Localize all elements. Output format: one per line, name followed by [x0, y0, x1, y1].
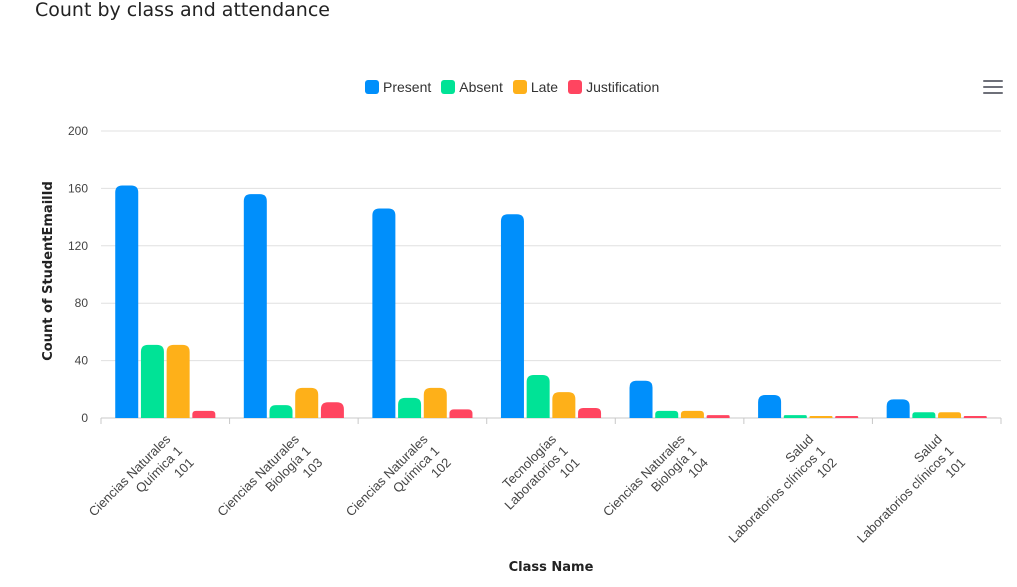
bar-late[interactable] [680, 410, 704, 418]
bar-justification[interactable] [320, 402, 344, 418]
bar-absent[interactable] [398, 397, 422, 418]
y-tick-label: 120 [68, 239, 88, 253]
y-tick-label: 0 [81, 411, 88, 425]
bar-present[interactable] [115, 185, 139, 418]
x-category-label: Ciencias NaturalesBiología 1103 [214, 431, 325, 542]
bar-present[interactable] [372, 208, 396, 418]
bar-justification[interactable] [578, 407, 602, 418]
legend-item-present[interactable]: Present [365, 79, 431, 95]
legend-label: Absent [459, 79, 503, 95]
bar-present[interactable] [758, 395, 782, 418]
bar-justification[interactable] [835, 416, 859, 418]
bar-present[interactable] [629, 380, 653, 418]
bar-present[interactable] [500, 214, 524, 418]
x-category-label: TecnologíasLaboratorios 1101 [490, 431, 583, 524]
legend-item-absent[interactable]: Absent [441, 79, 503, 95]
bar-late[interactable] [552, 392, 576, 418]
bar-absent[interactable] [783, 415, 807, 418]
bar-present[interactable] [886, 399, 910, 418]
bar-justification[interactable] [706, 415, 730, 418]
y-tick-label: 160 [68, 181, 88, 195]
x-category-label: SaludLaboratorios clínicos 1102 [714, 432, 840, 558]
legend-item-justification[interactable]: Justification [568, 79, 659, 95]
legend-swatch [512, 80, 527, 94]
bar-late[interactable] [166, 344, 190, 418]
bar-late[interactable] [295, 387, 319, 418]
legend-label: Late [530, 79, 559, 95]
legend-label: Present [383, 79, 432, 95]
page-title: Count by class and attendance [35, 0, 330, 21]
x-category-label: Ciencias NaturalesQuímica 1102 [343, 431, 454, 542]
x-axis-title: Class Name [509, 560, 594, 575]
bar-late[interactable] [423, 387, 447, 418]
legend-swatch [441, 80, 456, 94]
bar-justification[interactable] [963, 416, 987, 418]
y-tick-label: 80 [75, 296, 89, 310]
y-axis-title: Count of StudentEmailId [41, 181, 56, 361]
x-category-label-line: Laboratorios clínicos 1 [725, 443, 828, 546]
y-tick-label: 200 [68, 124, 88, 138]
chart-legend: Present Absent Late Justification [365, 79, 669, 95]
y-tick-label: 40 [75, 354, 89, 368]
legend-item-late[interactable]: Late [512, 79, 559, 95]
hamburger-menu-icon[interactable] [983, 80, 1003, 95]
bar-absent[interactable] [269, 405, 293, 418]
x-category-label-line: Laboratorios clínicos 1 [854, 443, 957, 546]
bar-late[interactable] [938, 412, 962, 418]
bar-absent[interactable] [655, 410, 679, 418]
bar-absent[interactable] [526, 374, 550, 418]
legend-swatch [365, 80, 379, 94]
bar-justification[interactable] [449, 409, 473, 418]
legend-label: Justification [586, 79, 660, 95]
bar-justification[interactable] [192, 410, 216, 418]
x-category-label: SaludLaboratorios clínicos 1101 [842, 432, 968, 558]
bar-late[interactable] [809, 416, 833, 418]
legend-swatch [568, 80, 583, 94]
x-category-label: Ciencias NaturalesBiología 1104 [600, 431, 711, 542]
bar-absent[interactable] [140, 344, 164, 418]
bar-absent[interactable] [912, 412, 936, 418]
x-category-label: Ciencias NaturalesQuímica 1101 [86, 431, 197, 542]
bar-present[interactable] [243, 194, 267, 418]
